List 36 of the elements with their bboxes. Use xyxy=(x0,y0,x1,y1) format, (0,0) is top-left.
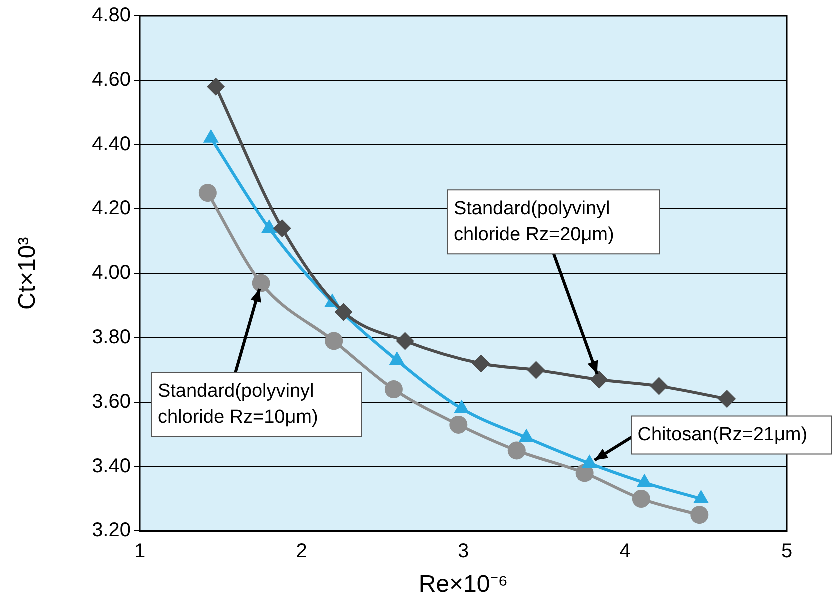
x-tick-label: 1 xyxy=(134,540,146,563)
point xyxy=(207,78,226,96)
x-tick-label: 2 xyxy=(296,540,308,563)
y-tick-label: 3.20 xyxy=(92,520,131,542)
y-tick-label: 3.60 xyxy=(92,390,131,413)
point xyxy=(396,332,414,350)
point xyxy=(508,442,526,460)
y-tick-label: 4.00 xyxy=(92,262,131,284)
point xyxy=(198,184,217,202)
point xyxy=(718,390,736,408)
point xyxy=(527,361,546,380)
point xyxy=(384,380,403,399)
x-axis-title: Re×10⁻⁶ xyxy=(418,571,508,598)
point xyxy=(472,354,490,373)
y-axis-title: Ct×10³ xyxy=(14,237,42,310)
point xyxy=(632,490,650,508)
x-tick-label: 5 xyxy=(781,540,793,563)
annotation: Chitosan(Rz=21μm) xyxy=(638,424,808,446)
point xyxy=(650,377,668,396)
y-tick-label: 3.40 xyxy=(92,455,131,478)
point xyxy=(273,220,292,238)
y-tick-label: 4.40 xyxy=(92,133,131,156)
annotation: Standard(polyvinyl chloride Rz=20μm) xyxy=(454,198,614,246)
y-tick-label: 4.60 xyxy=(92,68,131,91)
point xyxy=(252,274,270,292)
x-tick-label: 4 xyxy=(620,540,631,563)
point xyxy=(590,370,608,389)
y-tick-label: 4.20 xyxy=(92,198,131,220)
point xyxy=(334,303,353,322)
y-tick-label: 4.80 xyxy=(92,4,131,27)
x-tick-label: 3 xyxy=(458,540,470,563)
point xyxy=(450,416,468,434)
annotation: Standard(polyvinyl chloride Rz=10μm) xyxy=(158,380,318,428)
y-tick-label: 3.80 xyxy=(92,326,131,349)
point xyxy=(325,332,344,350)
point xyxy=(690,506,709,524)
